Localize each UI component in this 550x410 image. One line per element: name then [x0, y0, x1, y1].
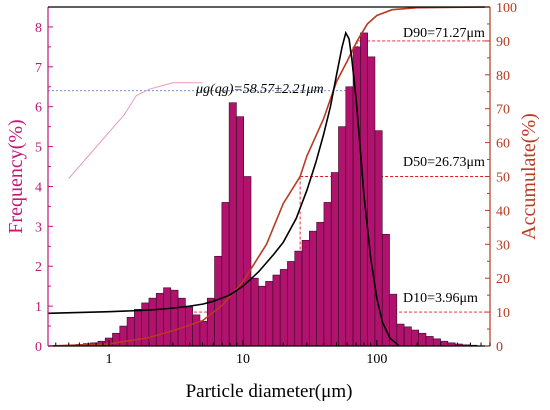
- frequency-bar: [199, 320, 208, 347]
- left-tick-label: 0: [35, 340, 42, 355]
- frequency-bar: [221, 202, 230, 347]
- right-tick-label: 90: [496, 35, 510, 50]
- frequency-bar: [425, 336, 434, 347]
- frequency-bar: [243, 176, 252, 347]
- right-tick-label: 80: [496, 69, 510, 84]
- annotation-d90: D90=71.27μm: [403, 26, 485, 41]
- right-tick-label: 10: [496, 306, 510, 321]
- left-tick-label: 6: [35, 101, 42, 116]
- frequency-bar: [170, 289, 179, 347]
- frequency-bar: [279, 269, 288, 347]
- left-tick-label: 4: [35, 180, 42, 195]
- left-axis-label: Frequency(%): [5, 119, 27, 233]
- frequency-bar: [432, 338, 441, 347]
- frequency-bar: [250, 277, 259, 347]
- axes: [47, 6, 491, 347]
- curves: [47, 6, 491, 347]
- right-tick-label: 40: [496, 204, 510, 219]
- left-tick-label: 8: [35, 21, 42, 36]
- annotation-d10: D10=3.96μm: [403, 291, 478, 306]
- x-tick-label: 1: [106, 352, 113, 367]
- left-tick-label: 5: [35, 141, 42, 156]
- frequency-bar: [228, 102, 237, 347]
- x-axis-label: Particle diameter(μm): [186, 381, 353, 402]
- left-tick-label: 2: [35, 260, 42, 275]
- frequency-bar: [301, 240, 310, 347]
- frequency-bar: [257, 285, 266, 347]
- frequency-bar: [440, 340, 449, 347]
- frequency-bar: [352, 46, 361, 347]
- lognormal-fit-curve: [47, 30, 399, 346]
- right-tick-label: 100: [496, 1, 517, 16]
- frequency-bar: [272, 274, 281, 347]
- frequency-bar: [206, 297, 215, 347]
- frequency-bar: [396, 323, 405, 347]
- frequency-bar: [345, 86, 354, 347]
- frequency-bar: [287, 261, 296, 347]
- frequency-bar: [338, 126, 347, 347]
- frequency-bar: [265, 281, 274, 347]
- frequency-bar: [163, 287, 172, 347]
- frequency-bar: [403, 326, 412, 347]
- right-tick-label: 30: [496, 238, 510, 253]
- right-tick-label: 20: [496, 272, 510, 287]
- frequency-bar: [323, 202, 332, 347]
- frequency-bar: [192, 314, 201, 347]
- left-tick-label: 7: [35, 61, 42, 76]
- frequency-bar: [367, 56, 376, 347]
- frequency-bar: [309, 230, 317, 347]
- frequency-bar: [155, 293, 164, 347]
- frequency-bar: [112, 332, 121, 347]
- frequency-bar: [316, 222, 325, 347]
- right-axis-label: Accumulate(%): [518, 113, 540, 240]
- left-tick-label: 1: [35, 300, 42, 315]
- right-tick-label: 60: [496, 137, 510, 152]
- early-trace-line: [68, 82, 203, 179]
- annotation-mu: μg(qg)=58.57±2.21μm: [195, 82, 324, 97]
- right-tick-label: 0: [496, 340, 503, 355]
- frequency-bar: [294, 250, 303, 347]
- x-tick-label: 10: [236, 352, 250, 367]
- frequency-bar: [177, 297, 186, 347]
- right-tick-label: 50: [496, 171, 510, 186]
- x-tick-label: 100: [366, 352, 387, 367]
- frequency-bar: [148, 297, 157, 347]
- frequency-bar: [119, 325, 128, 347]
- annotation-d50: D50=26.73μm: [403, 155, 485, 170]
- frequency-bar: [236, 116, 245, 347]
- frequency-bar: [418, 332, 427, 347]
- left-tick-label: 3: [35, 220, 42, 235]
- cumulative-curve: [47, 6, 491, 347]
- right-tick-label: 70: [496, 103, 510, 118]
- frequency-bar: [330, 172, 339, 347]
